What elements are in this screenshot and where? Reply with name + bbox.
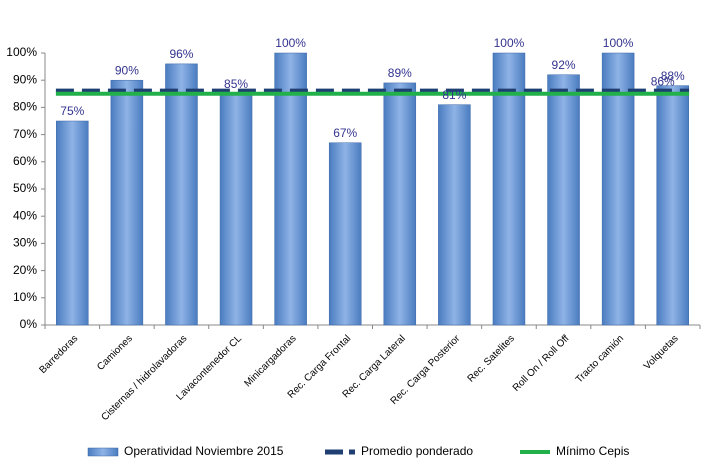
data-label: 88% <box>661 69 685 83</box>
data-label: 86% <box>651 74 675 88</box>
legend-swatch <box>87 447 119 457</box>
x-tick-label: Roll On / Roll Off <box>511 333 572 394</box>
legend-label: Promedio ponderado <box>361 444 473 458</box>
data-label: 92% <box>552 58 576 72</box>
bar <box>219 93 253 326</box>
data-label: 81% <box>442 88 466 102</box>
data-label: 100% <box>603 36 634 50</box>
y-tick-label: 40% <box>13 208 37 222</box>
bar <box>56 120 89 326</box>
data-label: 75% <box>60 104 84 118</box>
legend-label: Operatividad Noviembre 2015 <box>124 444 284 458</box>
x-tick-label: Camiones <box>95 333 135 373</box>
x-tick-label: Barredoras <box>38 333 81 376</box>
bar <box>547 74 580 326</box>
x-tick-label: Volquetas <box>642 333 681 372</box>
data-label: 100% <box>494 36 525 50</box>
data-label: 89% <box>388 66 412 80</box>
y-tick-label: 20% <box>13 263 37 277</box>
x-tick-label: Minicargadoras <box>242 333 298 389</box>
y-tick-label: 80% <box>13 100 37 114</box>
x-tick-label: Rec. Satelites <box>466 333 517 384</box>
data-label: 85% <box>224 77 248 91</box>
bar <box>383 82 417 326</box>
data-label: 90% <box>115 63 139 77</box>
y-tick-label: 70% <box>13 127 37 141</box>
data-label: 96% <box>169 47 193 61</box>
y-tick-label: 60% <box>13 154 37 168</box>
y-tick-label: 100% <box>6 45 37 59</box>
y-tick-label: 90% <box>13 72 37 86</box>
bar <box>656 85 689 326</box>
y-tick-label: 50% <box>13 181 37 195</box>
bar <box>492 52 526 326</box>
data-label: 67% <box>333 126 357 140</box>
bar <box>328 142 362 326</box>
bar <box>438 104 471 326</box>
y-tick-label: 0% <box>20 317 38 331</box>
legend-label: Mínimo Cepis <box>556 444 629 458</box>
bar <box>165 63 198 326</box>
bar <box>274 52 307 326</box>
y-tick-label: 10% <box>13 290 37 304</box>
x-tick-label: Tracto camión <box>574 333 626 385</box>
y-tick-label: 30% <box>13 236 37 250</box>
data-label: 100% <box>275 36 306 50</box>
bar <box>601 52 635 326</box>
bar <box>110 79 144 326</box>
